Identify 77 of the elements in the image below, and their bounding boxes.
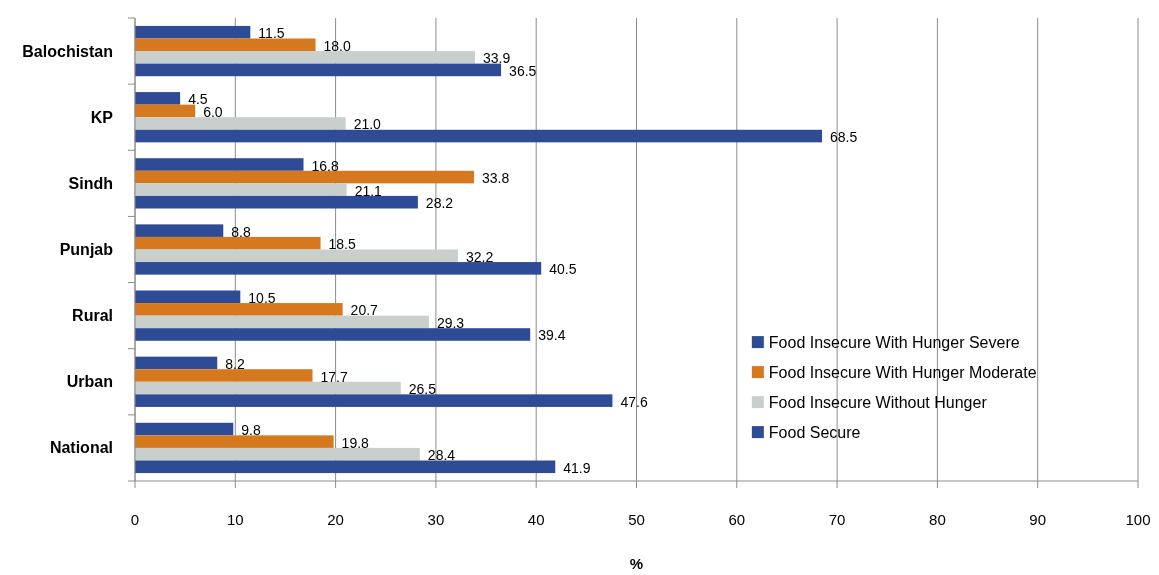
data-label: 18.5	[328, 236, 357, 253]
data-label: 21.0	[353, 116, 382, 133]
y-tick-label: National	[49, 439, 113, 457]
data-label: 20.7	[350, 302, 379, 319]
y-tick-label: Rural	[72, 307, 113, 325]
data-label: 19.8	[341, 434, 370, 451]
data-label: 16.8	[311, 157, 339, 174]
data-label: 39.4	[538, 327, 566, 344]
data-label: 18.0	[323, 37, 351, 54]
bar	[135, 92, 181, 105]
data-label: 26.5	[408, 381, 437, 398]
x-tick-label: 50	[628, 510, 645, 528]
bar	[135, 236, 321, 250]
bar	[135, 158, 304, 171]
x-tick-label: 80	[929, 510, 946, 528]
bar	[135, 290, 241, 304]
bar	[135, 51, 476, 64]
bar	[135, 38, 316, 52]
data-label: 36.5	[509, 62, 537, 79]
bar	[135, 170, 475, 184]
bar	[135, 328, 531, 341]
y-tick-label: KP	[90, 108, 114, 126]
bar	[135, 262, 542, 275]
data-label: 9.8	[241, 422, 261, 439]
data-label: 33.8	[482, 170, 510, 187]
bar	[135, 303, 343, 316]
bar	[135, 25, 251, 39]
bar	[135, 356, 218, 370]
x-tick-label: 90	[1029, 510, 1047, 528]
x-tick-label: 70	[828, 510, 846, 528]
x-tick-label: 20	[327, 510, 344, 528]
bar	[135, 369, 313, 382]
y-tick-label: Urban	[66, 373, 113, 391]
bar	[135, 435, 334, 448]
bar	[135, 447, 420, 461]
x-tick-label: 60	[728, 510, 746, 528]
bar	[135, 129, 823, 143]
bar	[135, 249, 458, 263]
y-tick-label: Sindh	[68, 174, 113, 192]
data-label: 40.5	[549, 261, 577, 278]
x-tick-label: 10	[226, 510, 244, 528]
data-label: 28.2	[425, 195, 454, 212]
legend-label: Food Insecure With Hunger Severe	[768, 333, 1020, 351]
data-label: 21.1	[354, 182, 383, 199]
bar	[135, 195, 418, 209]
data-label: 8.2	[225, 355, 245, 372]
bar	[135, 460, 556, 474]
bar	[135, 394, 613, 407]
bar	[135, 315, 429, 329]
x-tick-label: 30	[427, 510, 445, 528]
bar	[135, 117, 346, 130]
data-label: 41.9	[563, 459, 591, 476]
bar	[135, 63, 502, 77]
data-label: 68.5	[830, 129, 858, 146]
bar	[135, 381, 401, 395]
data-label: 17.7	[320, 368, 348, 385]
x-axis-title: %	[629, 554, 644, 572]
y-tick-label: Balochistan	[22, 42, 113, 60]
legend-label: Food Secure	[768, 423, 861, 441]
x-tick-label: 100	[1125, 510, 1151, 528]
data-label: 29.3	[436, 314, 465, 331]
data-label: 33.9	[483, 50, 511, 67]
bar	[135, 104, 196, 118]
data-label: 32.2	[465, 248, 494, 265]
y-tick-label: Punjab	[59, 241, 114, 258]
x-tick-label: 0	[130, 510, 140, 528]
legend-label: Food Insecure With Hunger Moderate	[768, 363, 1037, 381]
bar	[135, 183, 347, 196]
bar	[135, 224, 224, 237]
data-label: 28.4	[427, 447, 456, 464]
bar	[135, 422, 234, 436]
data-label: 47.6	[620, 393, 648, 410]
data-label: 11.5	[258, 25, 285, 42]
data-label: 10.5	[248, 289, 276, 306]
legend-label: Food Insecure Without Hunger	[768, 393, 988, 411]
data-label: 8.8	[231, 223, 251, 240]
x-tick-label: 40	[527, 510, 545, 528]
